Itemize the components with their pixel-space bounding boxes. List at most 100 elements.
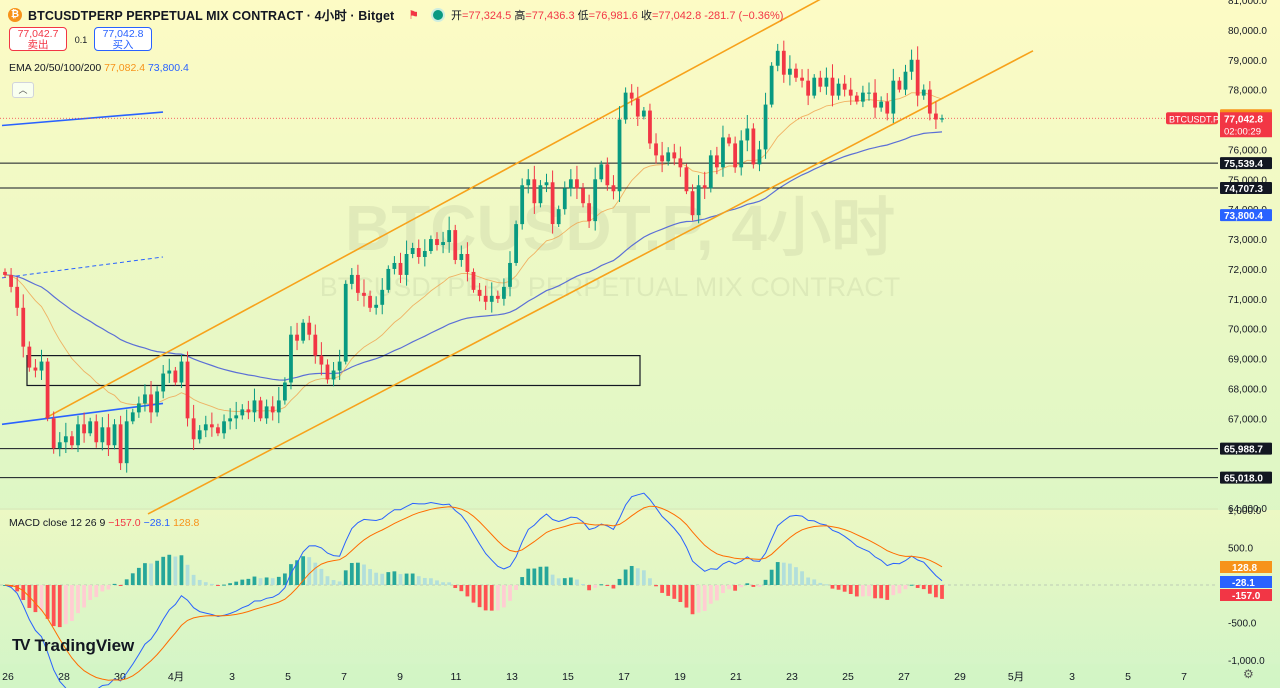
macd-histogram-bar	[660, 585, 665, 593]
x-tick-label: 29	[954, 671, 966, 683]
macd-histogram-bar	[812, 579, 817, 585]
x-tick-label: 27	[898, 671, 910, 683]
candle-body	[854, 95, 859, 102]
symbol-tag: BTCUSDT.P	[1169, 114, 1219, 124]
candle-body	[3, 271, 7, 275]
candle-body	[429, 239, 433, 252]
x-tick-label: 30	[114, 671, 126, 683]
macd-histogram-bar	[459, 585, 464, 592]
candle-body	[185, 361, 190, 419]
level-price-tag: 75,539.4	[1224, 159, 1263, 170]
macd-histogram-bar	[934, 585, 938, 598]
chart-header: ₿ BTCUSDTPERP PERPETUAL MIX CONTRACT · 4…	[8, 5, 783, 24]
ema-legend[interactable]: EMA 20/50/100/200 77,082.4 73,800.4	[9, 62, 189, 74]
y-tick-label: 69,000.0	[1228, 355, 1267, 366]
candle-body	[203, 424, 208, 431]
candle-body	[818, 77, 823, 87]
macd-histogram-bar	[921, 585, 926, 590]
macd-histogram-bar	[106, 585, 111, 590]
sell-button[interactable]: 77,042.7 卖出	[9, 27, 67, 51]
macd-y-tick-label: -500.0	[1228, 619, 1257, 630]
macd-histogram-bar	[915, 585, 920, 588]
y-tick-label: 75,000.0	[1228, 175, 1267, 186]
symbol-title[interactable]: BTCUSDTPERP PERPETUAL MIX CONTRACT · 4小时…	[28, 9, 395, 23]
candle-body	[228, 418, 233, 422]
macd-value-tag: 128.8	[1232, 563, 1257, 574]
macd-histogram-bar	[398, 574, 403, 585]
buy-price: 77,042.8	[102, 28, 144, 40]
candle-body	[216, 427, 220, 434]
macd-histogram-bar	[112, 583, 117, 585]
x-tick-label: 5月	[1008, 671, 1024, 683]
candle-body	[629, 92, 634, 99]
macd-histogram-bar	[806, 577, 811, 585]
candle-body	[63, 436, 68, 443]
macd-histogram-bar	[51, 585, 56, 627]
candle-body	[374, 304, 379, 308]
trendline-top	[1, 111, 164, 127]
macd-histogram-bar	[836, 585, 841, 590]
macd-histogram-bar	[252, 576, 257, 585]
level-price-tag-bg	[1220, 157, 1272, 170]
macd-histogram-bar	[702, 585, 707, 611]
candle-body	[240, 409, 245, 416]
candle-body	[325, 364, 330, 380]
macd-histogram-bar	[532, 568, 537, 585]
candle-body	[471, 271, 476, 290]
y-tick-label: 68,000.0	[1228, 384, 1267, 395]
buy-button[interactable]: 77,042.8 买入	[94, 27, 152, 51]
candle-body	[465, 254, 470, 272]
candle-body	[526, 179, 531, 186]
level-price-tag-bg	[1220, 442, 1272, 455]
candle-body	[739, 140, 744, 168]
macd-histogram-bar	[897, 585, 902, 594]
flag-icon[interactable]: ⚑	[408, 7, 420, 22]
candle-body	[143, 394, 147, 404]
y-tick-label: 71,000.0	[1228, 295, 1267, 306]
macd-histogram-bar	[745, 583, 750, 585]
collapse-legend-icon[interactable]: ︿	[12, 82, 34, 98]
candle-body	[422, 251, 427, 257]
x-tick-label: 21	[730, 671, 742, 683]
x-tick-label: 9	[397, 671, 403, 683]
x-tick-label: 25	[842, 671, 854, 683]
level-price-tag: 65,988.7	[1224, 445, 1263, 456]
macd-histogram-bar	[514, 585, 518, 591]
macd-histogram-bar	[830, 585, 835, 589]
candle-body	[441, 242, 445, 246]
candle-body	[544, 182, 549, 186]
candle-body	[927, 89, 932, 114]
settings-icon[interactable]: ⚙	[1243, 667, 1254, 681]
candle-body	[252, 400, 257, 413]
macd-histogram-bar	[234, 581, 239, 585]
macd-histogram-bar	[654, 585, 658, 587]
candle-body	[861, 92, 865, 102]
macd-histogram-bar	[879, 585, 884, 599]
macd-histogram-bar	[453, 585, 458, 589]
macd-histogram-bar	[331, 580, 336, 585]
macd-histogram-bar	[587, 585, 591, 591]
macd-histogram-bar	[337, 581, 342, 585]
candle-body	[660, 155, 665, 162]
macd-histogram-bar	[368, 569, 372, 585]
macd-histogram-bar	[489, 585, 494, 611]
candle-body	[830, 77, 835, 96]
macd-legend[interactable]: MACD close 12 26 9 −157.0 −28.1 128.8	[9, 517, 200, 529]
macd-histogram-bar	[289, 564, 293, 585]
tradingview-logo[interactable]: TV TradingView	[12, 636, 135, 655]
candle-body	[788, 68, 792, 75]
candle-body	[264, 406, 269, 419]
macd-histogram-bar	[739, 585, 744, 588]
candle-body	[921, 89, 926, 96]
candle-body	[191, 418, 196, 440]
macd-histogram-bar	[422, 577, 427, 585]
candle-body	[867, 92, 871, 94]
macd-histogram-bar	[94, 585, 99, 598]
macd-histogram-bar	[721, 585, 725, 594]
macd-histogram-bar	[544, 566, 549, 585]
candle-body	[800, 77, 804, 81]
countdown-tag: 02:00:29	[1224, 126, 1261, 137]
macd-histogram-bar	[757, 585, 762, 587]
